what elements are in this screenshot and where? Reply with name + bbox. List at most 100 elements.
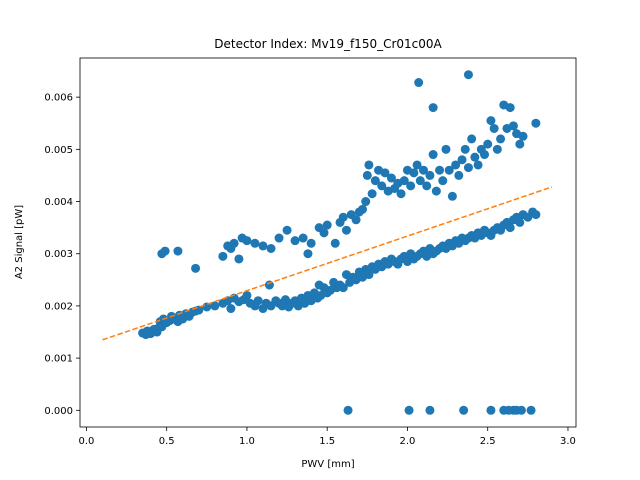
data-point <box>226 304 236 314</box>
plot-area <box>79 57 577 428</box>
data-point <box>467 134 477 144</box>
data-point <box>457 155 467 165</box>
data-point <box>515 217 525 227</box>
data-point <box>362 170 372 180</box>
data-point <box>399 176 409 186</box>
data-point <box>338 212 348 222</box>
data-point <box>463 70 473 80</box>
data-point <box>515 139 525 149</box>
data-point <box>380 168 390 178</box>
data-point <box>459 405 469 415</box>
data-point <box>451 160 461 170</box>
x-tick-label: 0.5 <box>159 436 175 447</box>
data-point <box>234 254 244 264</box>
data-point <box>505 103 515 113</box>
plot-frame <box>79 57 577 428</box>
y-axis: 0.000 0.001 0.002 0.003 0.004 0.005 0.006 <box>44 93 80 417</box>
data-point <box>210 301 220 311</box>
data-point <box>486 405 496 415</box>
data-point <box>508 121 518 131</box>
data-point <box>364 270 374 280</box>
y-tick-label: 0.002 <box>44 301 73 312</box>
data-point <box>531 118 541 128</box>
data-point <box>447 191 457 201</box>
data-point <box>377 181 387 191</box>
data-point <box>351 215 361 225</box>
data-point <box>367 189 377 199</box>
data-point <box>160 246 170 256</box>
data-point <box>441 144 451 154</box>
data-point <box>338 283 348 293</box>
data-point <box>364 160 374 170</box>
data-point <box>414 78 424 88</box>
data-point <box>343 405 353 415</box>
data-point <box>253 296 263 306</box>
data-point <box>358 204 368 214</box>
data-point <box>191 263 201 273</box>
data-point <box>290 236 300 246</box>
x-tick-label: 0.0 <box>78 436 94 447</box>
data-point <box>505 223 515 233</box>
data-point <box>404 405 414 415</box>
y-tick-label: 0.003 <box>44 249 73 260</box>
data-point <box>496 134 506 144</box>
y-tick-label: 0.006 <box>44 93 73 104</box>
data-point <box>460 144 470 154</box>
data-point <box>258 241 268 251</box>
x-tick-label: 2.5 <box>480 436 496 447</box>
chart-title: Detector Index: Mv19_f150_Cr01c00A <box>214 37 442 51</box>
data-point <box>431 186 441 196</box>
x-tick-label: 3.0 <box>560 436 576 447</box>
data-point <box>264 280 274 290</box>
data-point <box>428 150 438 160</box>
data-point <box>282 225 292 235</box>
data-point <box>516 405 526 415</box>
data-point <box>470 152 480 162</box>
data-point <box>242 236 252 246</box>
data-point <box>428 103 438 113</box>
x-tick-label: 2.0 <box>400 436 416 447</box>
data-point <box>412 160 422 170</box>
data-point <box>415 176 425 186</box>
data-point <box>303 249 313 259</box>
data-point <box>473 160 483 170</box>
data-point <box>386 173 396 183</box>
data-point <box>486 116 496 126</box>
data-point <box>194 305 204 315</box>
data-point <box>526 405 536 415</box>
data-point <box>229 238 239 248</box>
data-point <box>370 176 380 186</box>
data-point <box>330 238 340 248</box>
data-point <box>463 163 473 173</box>
data-point <box>409 168 419 178</box>
x-tick-label: 1.5 <box>319 436 335 447</box>
data-point <box>531 210 541 220</box>
data-point <box>298 233 308 243</box>
data-point <box>419 165 429 175</box>
data-point <box>444 165 454 175</box>
y-tick-label: 0.000 <box>44 406 73 417</box>
data-point <box>266 244 276 253</box>
data-point <box>242 290 252 300</box>
y-tick-label: 0.004 <box>44 197 73 208</box>
data-point <box>422 181 432 191</box>
x-axis: 0.0 0.5 1.0 1.5 2.0 2.5 3.0 <box>78 427 576 447</box>
data-point <box>406 181 416 191</box>
data-point <box>319 228 329 238</box>
data-point <box>218 251 228 261</box>
data-point <box>480 150 489 160</box>
data-point <box>361 197 371 207</box>
fit-line-layer <box>102 186 553 341</box>
data-point <box>489 123 499 133</box>
data-point <box>454 170 464 180</box>
data-point <box>425 170 435 180</box>
data-point <box>518 131 528 141</box>
data-point <box>173 246 183 256</box>
x-axis-label: PWV [mm] <box>301 459 354 470</box>
y-axis-label: A2 Signal [pW] <box>14 205 25 279</box>
data-point <box>483 139 493 149</box>
data-point <box>341 225 351 235</box>
fit-line <box>102 186 553 341</box>
